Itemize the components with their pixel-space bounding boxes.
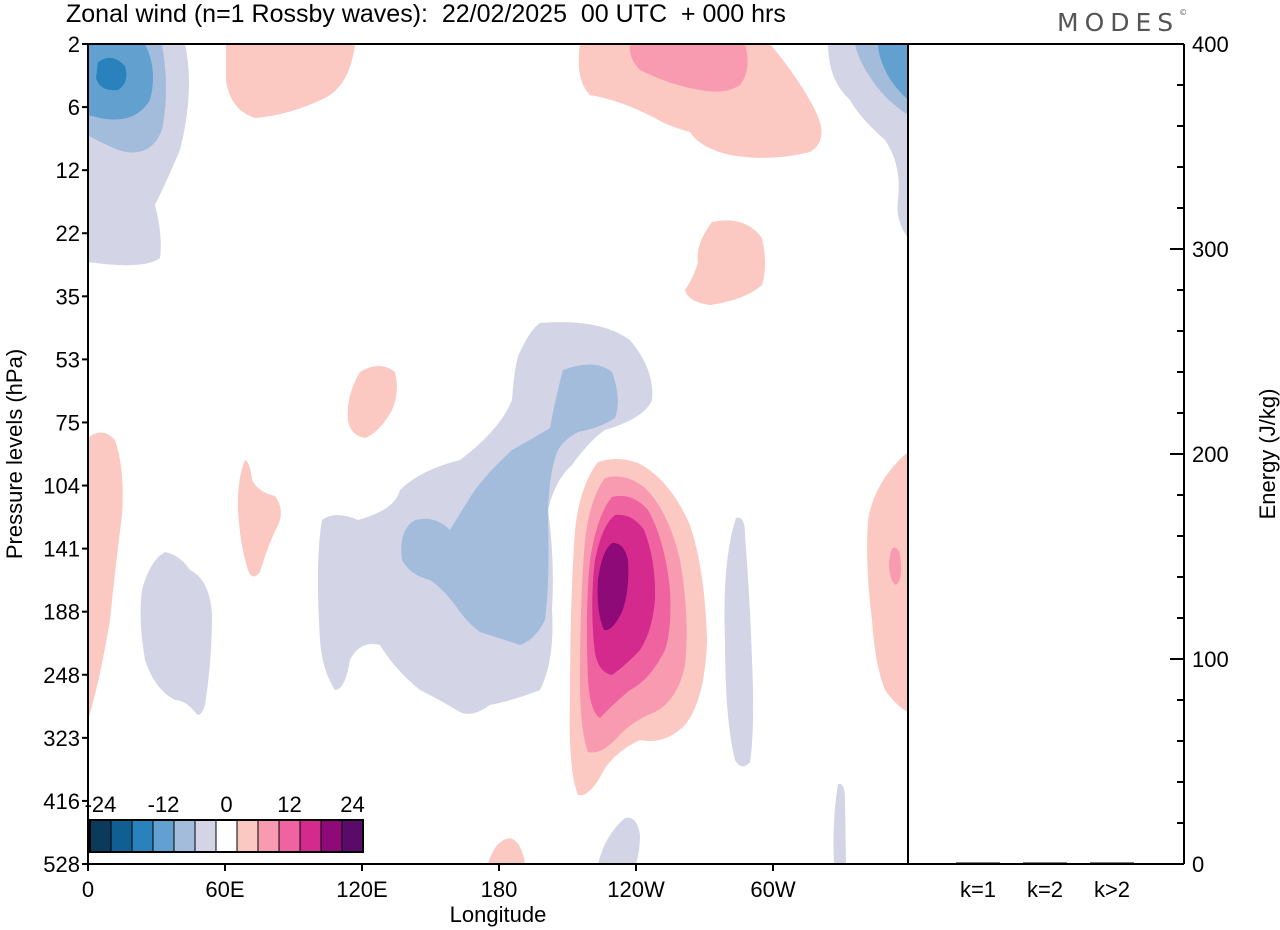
colorbar-swatch: [236, 819, 259, 853]
longitude-tick-label: 0: [82, 877, 94, 902]
contour-neg-center-mid: [401, 364, 618, 645]
pressure-tick-label: 104: [43, 474, 80, 499]
colorbar-label: 0: [220, 792, 232, 817]
energy-bars: k=1 k=2 k>2: [956, 862, 1134, 902]
energy-bar: [956, 862, 1000, 864]
contour-pos-mid-right: [685, 220, 765, 305]
energy-category-label: k>2: [1094, 877, 1130, 902]
y-axis-title: Pressure levels (hPa): [2, 349, 27, 559]
colorbar-swatch: [152, 819, 175, 853]
pressure-tick-label: 416: [43, 789, 80, 814]
colorbar-swatch: [278, 819, 301, 853]
pressure-tick-label: 188: [43, 600, 80, 625]
pressure-tick-label: 6: [68, 95, 80, 120]
longitude-tick-label: 60E: [205, 877, 244, 902]
contour-pos-bottom-small: [488, 838, 525, 864]
colorbar-swatch: [131, 819, 154, 853]
energy-tick-label: 0: [1192, 852, 1204, 877]
colorbar-swatch: [320, 819, 343, 853]
colorbar-swatch: [257, 819, 280, 853]
longitude-axis: 0 60E 120E 180 120W 60W: [82, 864, 796, 902]
energy-tick-label: 400: [1192, 32, 1229, 57]
pressure-tick-label: 141: [43, 537, 80, 562]
longitude-tick-label: 180: [481, 877, 518, 902]
chart-title: Zonal wind (n=1 Rossby waves): 22/02/202…: [66, 0, 786, 28]
contour-field: [88, 44, 908, 864]
energy-tick-label: 200: [1192, 442, 1229, 467]
x-axis-title: Longitude: [450, 902, 547, 927]
contour-neg-bottom: [598, 817, 640, 864]
longitude-tick-label: 120E: [336, 877, 387, 902]
colorbar-swatch: [173, 819, 196, 853]
pressure-tick-label: 22: [56, 221, 80, 246]
colorbar-swatch: [215, 819, 238, 853]
pressure-tick-label: 53: [56, 347, 80, 372]
contour-neg-right-streak: [724, 517, 754, 767]
longitude-tick-label: 60W: [750, 877, 795, 902]
contour-pos-small-2: [237, 460, 281, 577]
colorbar-label: 12: [277, 792, 301, 817]
colorbar-label: 24: [340, 792, 364, 817]
contour-pos-small-1: [347, 366, 397, 438]
pressure-tick-label: 248: [43, 663, 80, 688]
colorbar-label: -12: [148, 792, 180, 817]
energy-category-label: k=1: [960, 877, 996, 902]
colorbar-swatch: [299, 819, 322, 853]
pressure-tick-label: 75: [56, 410, 80, 435]
contour-neg-right-thin: [833, 783, 846, 864]
colorbar: -24 -12 0 12 24: [85, 792, 365, 853]
pressure-tick-label: 323: [43, 726, 80, 751]
energy-tick-label: 300: [1192, 237, 1229, 262]
modes-logo: MODES©: [1057, 8, 1188, 37]
contour-pos-left-edge: [88, 432, 123, 720]
colorbar-swatch: [89, 819, 112, 853]
pressure-tick-label: 12: [56, 158, 80, 183]
colorbar-frame: [89, 819, 364, 853]
colorbar-label: -24: [85, 792, 117, 817]
pressure-axis: 2 6 12 22 35 53 75 104 141 188 248 323 416 528: [43, 32, 88, 877]
energy-bar: [1023, 862, 1067, 864]
colorbar-swatch: [194, 819, 217, 853]
longitude-tick-label: 120W: [607, 877, 665, 902]
contour-pos-top-center-inner: [629, 44, 748, 92]
colorbar-swatch: [110, 819, 133, 853]
pressure-tick-label: 2: [68, 32, 80, 57]
contour-neg-left-blob: [140, 552, 212, 715]
energy-axis: 0 100 200 300 400: [1170, 32, 1229, 877]
contour-pos-top-left: [226, 44, 355, 118]
energy-axis-title: Energy (J/kg): [1255, 389, 1280, 520]
pressure-tick-label: 528: [43, 852, 80, 877]
contour-neg-topright-inner: [878, 44, 908, 100]
energy-tick-label: 100: [1192, 647, 1229, 672]
energy-category-label: k=2: [1027, 877, 1063, 902]
contour-pos-top-center: [578, 44, 822, 158]
contour-neg-topleft-core: [96, 57, 127, 91]
contour-pos-right-edge: [867, 452, 908, 712]
contour-pos-right-edge-inner: [889, 547, 902, 585]
energy-bar: [1090, 862, 1134, 864]
contour-pos-jet-5: [597, 542, 629, 631]
colorbar-swatch: [341, 819, 364, 853]
pressure-tick-label: 35: [56, 284, 80, 309]
